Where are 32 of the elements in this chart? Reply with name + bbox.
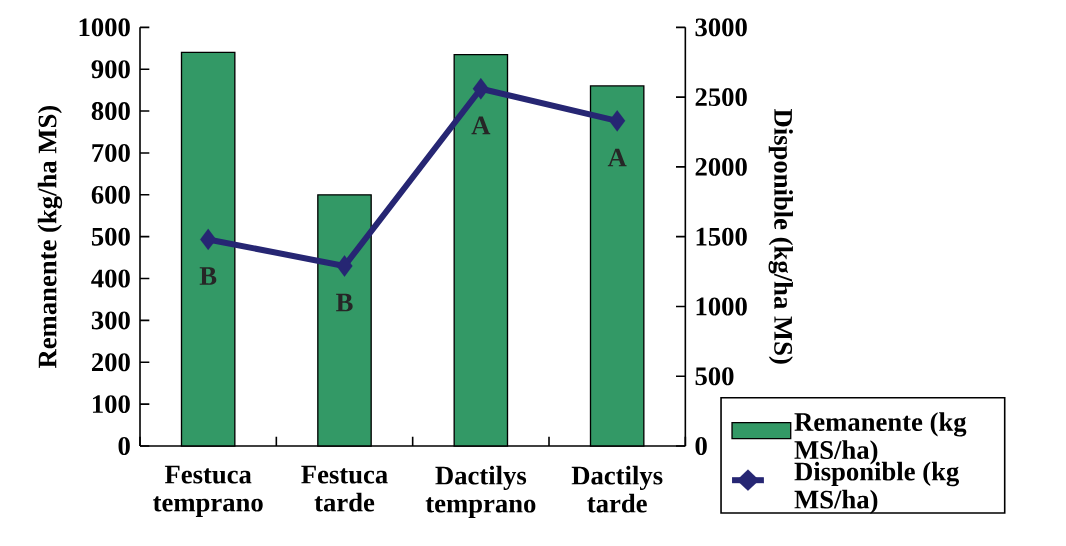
annotation: A [607, 148, 627, 167]
y2-axis-title: Disponible (kg/ha MS) [768, 108, 793, 364]
x-tick-label: Festuca temprano [153, 465, 263, 517]
y2-tick-label: 3000 [695, 18, 747, 37]
y-tick-label: 500 [91, 227, 130, 246]
y-axis-title: Remanente (kg/ha MS) [37, 105, 63, 369]
annotation: B [336, 293, 353, 312]
x-tick-label: Dactilys tarde [571, 465, 663, 513]
y2-tick-label: 500 [695, 367, 734, 386]
y-tick-label: 900 [91, 60, 130, 79]
x-tick-label: Festuca tarde [301, 465, 388, 512]
y-tick-label: 600 [91, 185, 130, 204]
y-tick-label: 300 [91, 311, 130, 330]
x-tick-label: Dactilys temprano [425, 465, 536, 518]
y2-tick-label: 2000 [695, 157, 747, 176]
y-tick-label: 400 [91, 269, 130, 288]
annotation: A [471, 116, 491, 135]
point [609, 110, 626, 132]
annotation: B [199, 267, 217, 285]
y-tick-label: 0 [118, 437, 130, 455]
point [200, 228, 217, 251]
y-tick-label: 100 [92, 395, 130, 414]
y2-tick-label: 2500 [695, 88, 747, 107]
point [472, 77, 489, 100]
y2-tick-label: 1000 [696, 297, 747, 316]
y-tick-label: 700 [92, 143, 130, 162]
point [336, 255, 353, 277]
y-tick-label: 200 [91, 353, 130, 372]
y2-tick-label: 0 [695, 437, 707, 455]
y-tick-label: 1000 [79, 18, 130, 37]
y-tick-label: 800 [91, 102, 130, 121]
y2-tick-label: 1500 [696, 227, 747, 246]
